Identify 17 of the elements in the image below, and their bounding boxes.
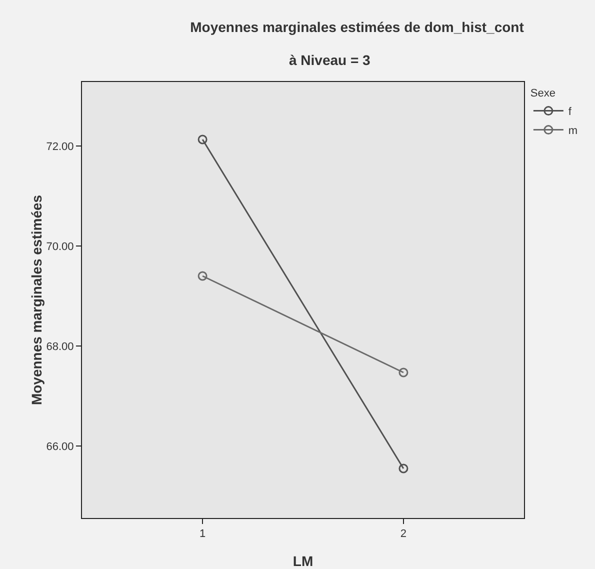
- y-tick-label: 66.00: [46, 440, 74, 453]
- point: [398, 368, 408, 378]
- x-tick-label: 2: [400, 528, 407, 540]
- legend-label: f: [568, 106, 572, 118]
- x-axis-title: LM: [292, 553, 314, 569]
- chart-subtitle: à Niveau = 3: [289, 52, 371, 68]
- point: [198, 134, 208, 144]
- y-tick-label: 70.00: [46, 240, 74, 253]
- chart-title: Moyennes marginales estimées de dom_hist_cont: [190, 18, 524, 35]
- y-axis-title: Moyennes marginales estimées: [28, 194, 44, 406]
- legend-title: Sexe: [530, 87, 556, 100]
- point: [198, 271, 208, 281]
- point: [398, 464, 408, 474]
- x-tick-label: 1: [199, 528, 206, 540]
- y-tick-label: 72.00: [46, 140, 74, 153]
- legend-label: m: [568, 125, 578, 138]
- y-tick-label: 68.00: [46, 340, 74, 353]
